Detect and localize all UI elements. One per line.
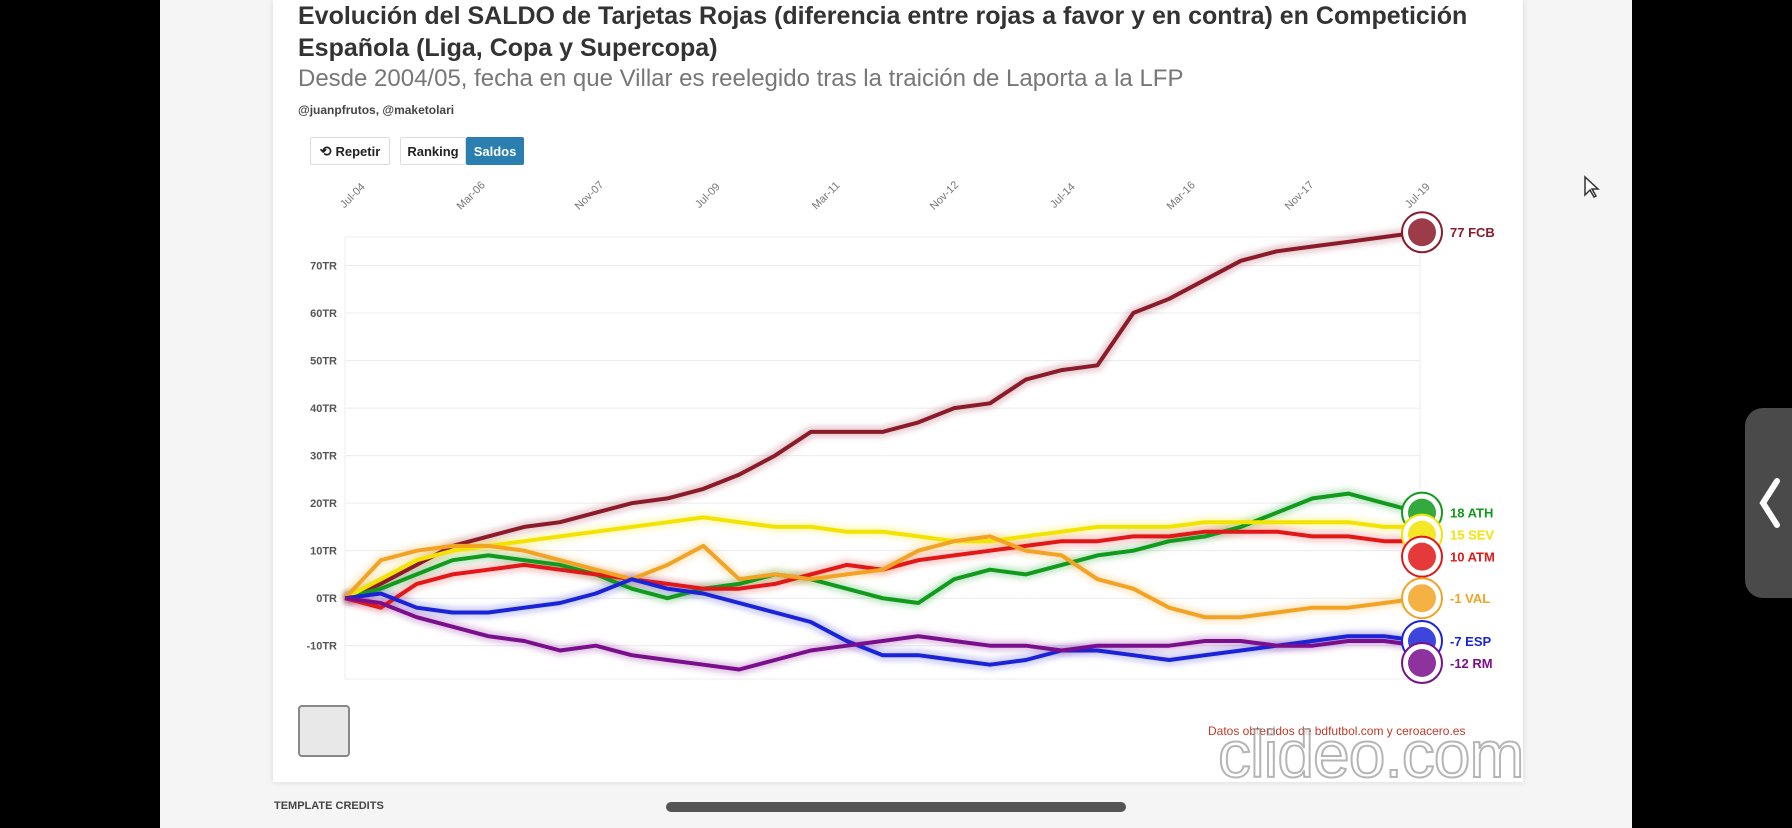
series-line-esp (344, 577, 1421, 667)
team-badge-fill-fcb (1408, 218, 1436, 247)
x-tick-label: Mar-11 (810, 180, 843, 213)
end-label-atm: 10 ATM (1450, 550, 1495, 565)
y-axis-ticks: -10TR 0TR 10TR 20TR 30TR 40TR 50TR 60TR 70TR (306, 261, 337, 653)
end-label-rm: -12 RM (1450, 656, 1493, 671)
x-tick-label: Mar-06 (455, 179, 488, 212)
series-line-fcb (344, 230, 1421, 601)
series-line-rm (344, 596, 1421, 672)
x-tick-label: Nov-12 (928, 179, 962, 213)
y-tick-label: 60TR (310, 308, 337, 320)
series-line-sev (344, 515, 1420, 600)
saldos-button[interactable]: Saldos (466, 137, 524, 165)
end-label-sev: 15 SEV (1450, 528, 1494, 543)
repeat-label: Repetir (335, 143, 381, 159)
watermark: clideo.com (1217, 716, 1525, 792)
y-tick-label: 0TR (316, 593, 337, 605)
team-badge-fill-val (1408, 584, 1436, 613)
ranking-button[interactable]: Ranking (400, 137, 466, 165)
series-end-markers: 77 FCB 18 ATH 15 SEV 10 ATM -1 VAL -7 ESP -12 … (1401, 211, 1495, 684)
x-tick-label: Jul-14 (1048, 181, 1078, 211)
x-tick-label: Mar-16 (1165, 179, 1198, 212)
series-line-ath (344, 491, 1421, 605)
y-tick-label: 70TR (310, 261, 337, 273)
end-label-val: -1 VAL (1450, 591, 1490, 606)
end-label-ath: 18 ATH (1450, 506, 1493, 521)
chevron-left-icon (1759, 478, 1780, 528)
author-credits: @juanpfrutos, @maketolari (298, 103, 455, 117)
template-credits: TEMPLATE CREDITS (274, 800, 384, 812)
end-label-fcb: 77 FCB (1450, 225, 1495, 240)
series-lines (343, 230, 1421, 672)
repeat-button[interactable]: ⟲ Repetir (310, 137, 390, 165)
source-note: Datos obtenidos de bdfutbol.com y ceroac… (1208, 724, 1466, 738)
y-tick-label: 40TR (310, 403, 337, 415)
side-panel-tab[interactable] (1745, 408, 1792, 598)
x-tick-label: Jul-19 (1403, 181, 1433, 211)
chart-subtitle: Desde 2004/05, fecha en que Villar es re… (298, 65, 1184, 92)
home-indicator[interactable] (666, 802, 1126, 812)
x-tick-label: Nov-17 (1283, 179, 1317, 213)
team-badge-fill-atm (1408, 542, 1436, 571)
chart-title: Evolución del SALDO de Tarjetas Rojas (d… (298, 2, 1468, 62)
x-tick-label: Jul-09 (693, 181, 723, 211)
y-tick-label: -10TR (306, 641, 337, 653)
team-badge-fill-rm (1408, 648, 1436, 677)
x-tick-label: Jul-04 (338, 181, 368, 211)
x-axis-ticks: Jul-04 Mar-06 Nov-07 Jul-09 Mar-11 Nov-12 Jul-… (338, 179, 1433, 213)
author-logo (298, 705, 350, 757)
x-tick-label: Nov-07 (573, 179, 607, 213)
series-line-val (343, 534, 1421, 620)
cursor-icon (1584, 175, 1600, 198)
y-tick-label: 50TR (310, 356, 337, 368)
y-tick-label: 10TR (310, 546, 337, 558)
end-label-esp: -7 ESP (1450, 634, 1492, 649)
refresh-icon: ⟲ (319, 142, 332, 159)
y-tick-label: 30TR (310, 451, 337, 463)
y-tick-label: 20TR (310, 498, 337, 510)
